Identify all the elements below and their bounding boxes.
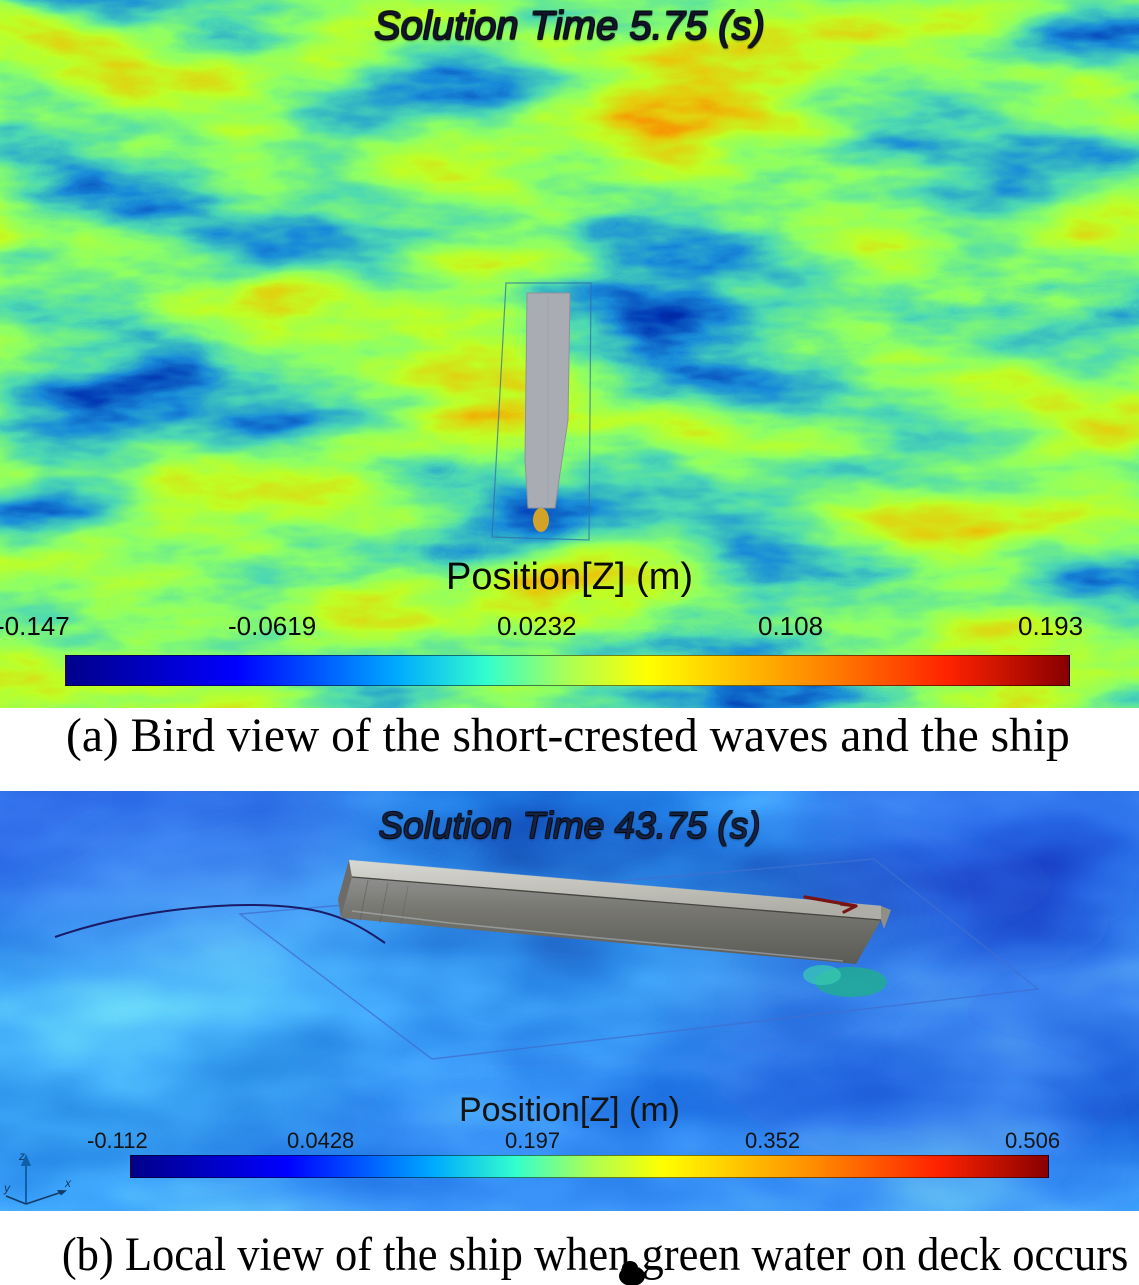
svg-text:x: x bbox=[64, 1176, 72, 1190]
svg-text:y: y bbox=[3, 1181, 11, 1195]
svg-text:z: z bbox=[18, 1149, 25, 1163]
